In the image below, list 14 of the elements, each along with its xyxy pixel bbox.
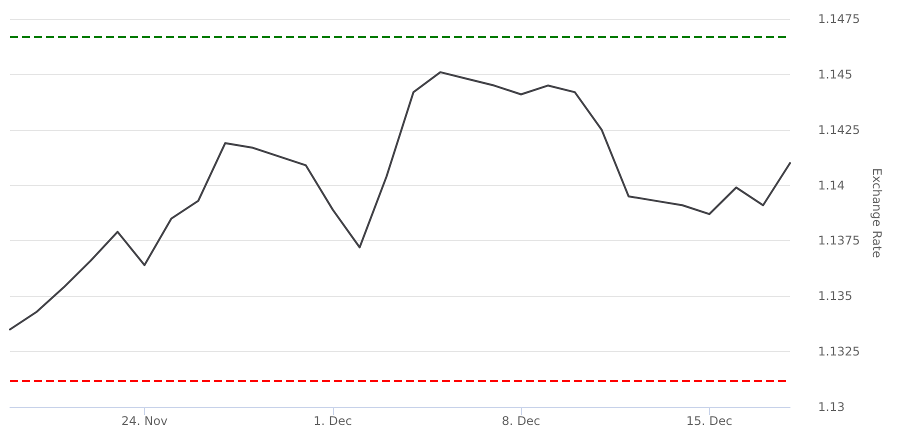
- y-tick-label: 1.1325: [818, 344, 860, 359]
- x-tick-label: 24. Nov: [121, 414, 168, 428]
- y-tick-label: 1.1375: [818, 234, 860, 248]
- y-tick-label: 1.13: [818, 400, 845, 414]
- y-tick-label: 1.14: [818, 178, 845, 192]
- y-axis-title: Exchange Rate: [870, 168, 884, 258]
- y-tick-label: 1.1475: [818, 12, 860, 26]
- y-tick-label: 1.1425: [818, 122, 860, 137]
- y-tick-label: 1.145: [818, 67, 852, 82]
- y-tick-label: 1.135: [818, 289, 852, 304]
- x-tick-label: 15. Dec: [686, 414, 732, 428]
- x-tick-label: 8. Dec: [502, 414, 540, 428]
- line-series: [9, 71, 791, 330]
- x-tick-label: 1. Dec: [314, 414, 352, 428]
